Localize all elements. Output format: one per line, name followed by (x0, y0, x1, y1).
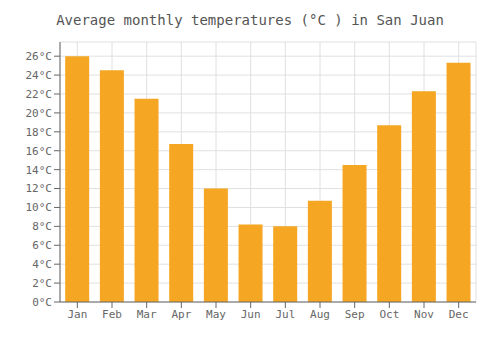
svg-text:Nov: Nov (414, 308, 434, 321)
svg-text:8°C: 8°C (32, 220, 52, 233)
svg-text:May: May (206, 308, 226, 321)
svg-text:0°C: 0°C (32, 296, 52, 309)
svg-text:18°C: 18°C (26, 126, 53, 139)
svg-text:Jun: Jun (241, 308, 261, 321)
svg-text:14°C: 14°C (26, 164, 53, 177)
svg-text:6°C: 6°C (32, 239, 52, 252)
svg-text:20°C: 20°C (26, 107, 53, 120)
svg-text:12°C: 12°C (26, 182, 53, 195)
svg-text:Apr: Apr (171, 308, 191, 321)
svg-text:Jul: Jul (275, 308, 295, 321)
svg-text:Oct: Oct (379, 308, 399, 321)
svg-text:Jan: Jan (67, 308, 87, 321)
svg-text:22°C: 22°C (26, 88, 53, 101)
svg-text:Mar: Mar (137, 308, 157, 321)
html-text:Average monthly temperatures (: Average monthly temperatures (°C ) in Sa… (56, 12, 444, 28)
svg-text:16°C: 16°C (26, 145, 53, 158)
svg-text:24°C: 24°C (26, 69, 53, 82)
svg-text:Dec: Dec (449, 308, 469, 321)
svg-text:10°C: 10°C (26, 201, 53, 214)
svg-text:2°C: 2°C (32, 277, 52, 290)
svg-text:26°C: 26°C (26, 50, 53, 63)
svg-text:4°C: 4°C (32, 258, 52, 271)
svg-text:Sep: Sep (345, 308, 365, 321)
svg-text:Aug: Aug (310, 308, 330, 321)
svg-text:Feb: Feb (102, 308, 122, 321)
